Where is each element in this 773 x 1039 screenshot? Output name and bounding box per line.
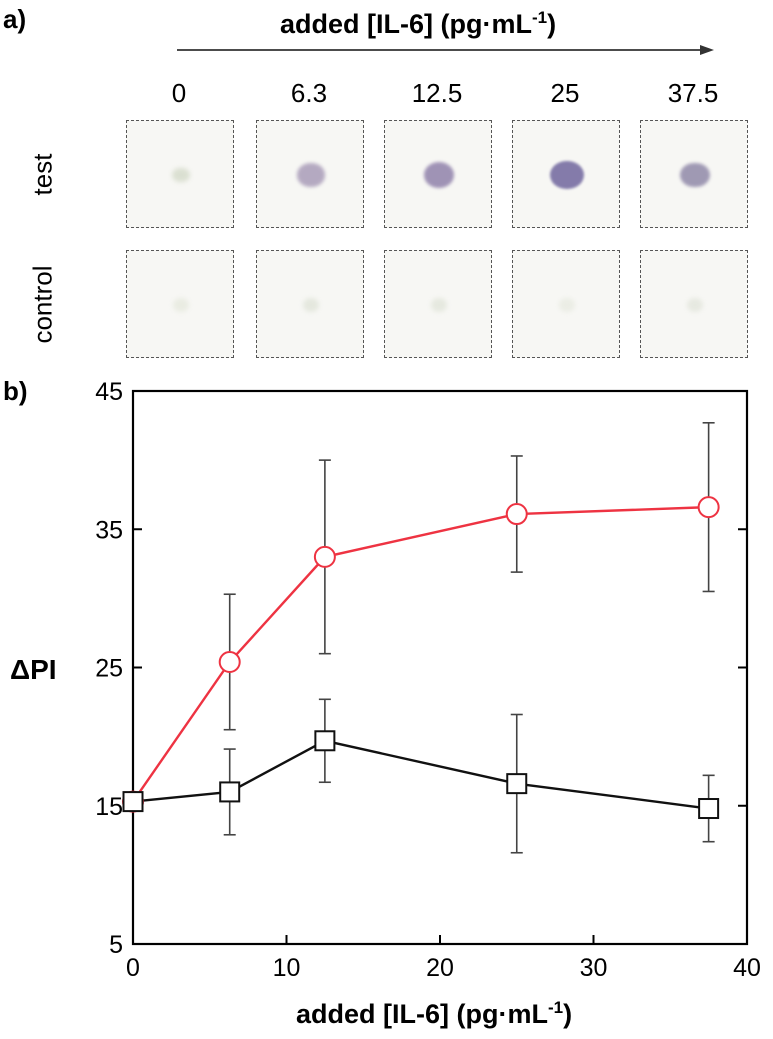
spot [550,160,584,190]
well-control [384,250,492,358]
concentration-label: 37.5 [667,78,719,108]
spot [297,163,325,187]
well-test [640,120,748,228]
data-point-control [122,791,144,813]
data-point-control [698,798,720,820]
data-point-test [505,503,528,526]
data-point-test [313,545,336,568]
x-tick-label: 40 [733,954,761,982]
data-point-control [314,730,336,752]
well-test [126,120,234,228]
well-control [256,250,364,358]
panel-a-label: a) [3,4,27,34]
spot [430,297,448,313]
data-point-test [697,496,720,519]
y-axis-label: ΔPI [10,654,57,685]
panel-a-header-close: ) [547,9,557,39]
well-control [512,250,620,358]
well-control [640,250,748,358]
data-point-control [219,781,241,803]
concentration-label: 12.5 [411,78,463,108]
spot [302,297,320,313]
spot [559,298,575,312]
x-axis-label: added [IL-6] (pg·mL-1) [296,998,572,1030]
spot [172,167,190,183]
panel-a-header: added [IL-6] (pg·mL-1) [280,8,556,40]
panel-b-label: b) [3,376,28,406]
y-tick-label: 5 [109,931,123,959]
x-axis-label-close: ) [563,999,573,1029]
spot [173,298,189,312]
well-control [126,250,234,358]
x-tick-label: 10 [273,954,301,982]
concentration-label: 6.3 [290,78,328,108]
data-point-test [218,650,241,673]
panel-a-header-sup: -1 [531,8,548,27]
panel-a-header-text: added [IL-6] (pg·mL [280,9,532,39]
y-tick-label: 15 [95,793,123,821]
x-axis-label-text: added [IL-6] (pg·mL [296,999,548,1029]
x-axis-label-sup: -1 [547,998,564,1017]
y-tick-label: 35 [95,516,123,544]
data-point-control [506,773,528,795]
concentration-label: 0 [171,78,187,108]
concentration-label: 25 [550,78,580,108]
spot [686,298,704,312]
well-test [256,120,364,228]
x-tick-label: 30 [580,954,608,982]
y-tick-label: 45 [95,378,123,406]
well-test [384,120,492,228]
spot [680,162,710,188]
x-tick-label: 20 [426,954,454,982]
series-line-test [132,505,709,803]
spot [423,162,455,188]
x-tick-label: 0 [126,954,140,982]
y-tick-label: 25 [95,655,123,683]
concentration-arrow [177,45,714,55]
well-test [512,120,620,228]
